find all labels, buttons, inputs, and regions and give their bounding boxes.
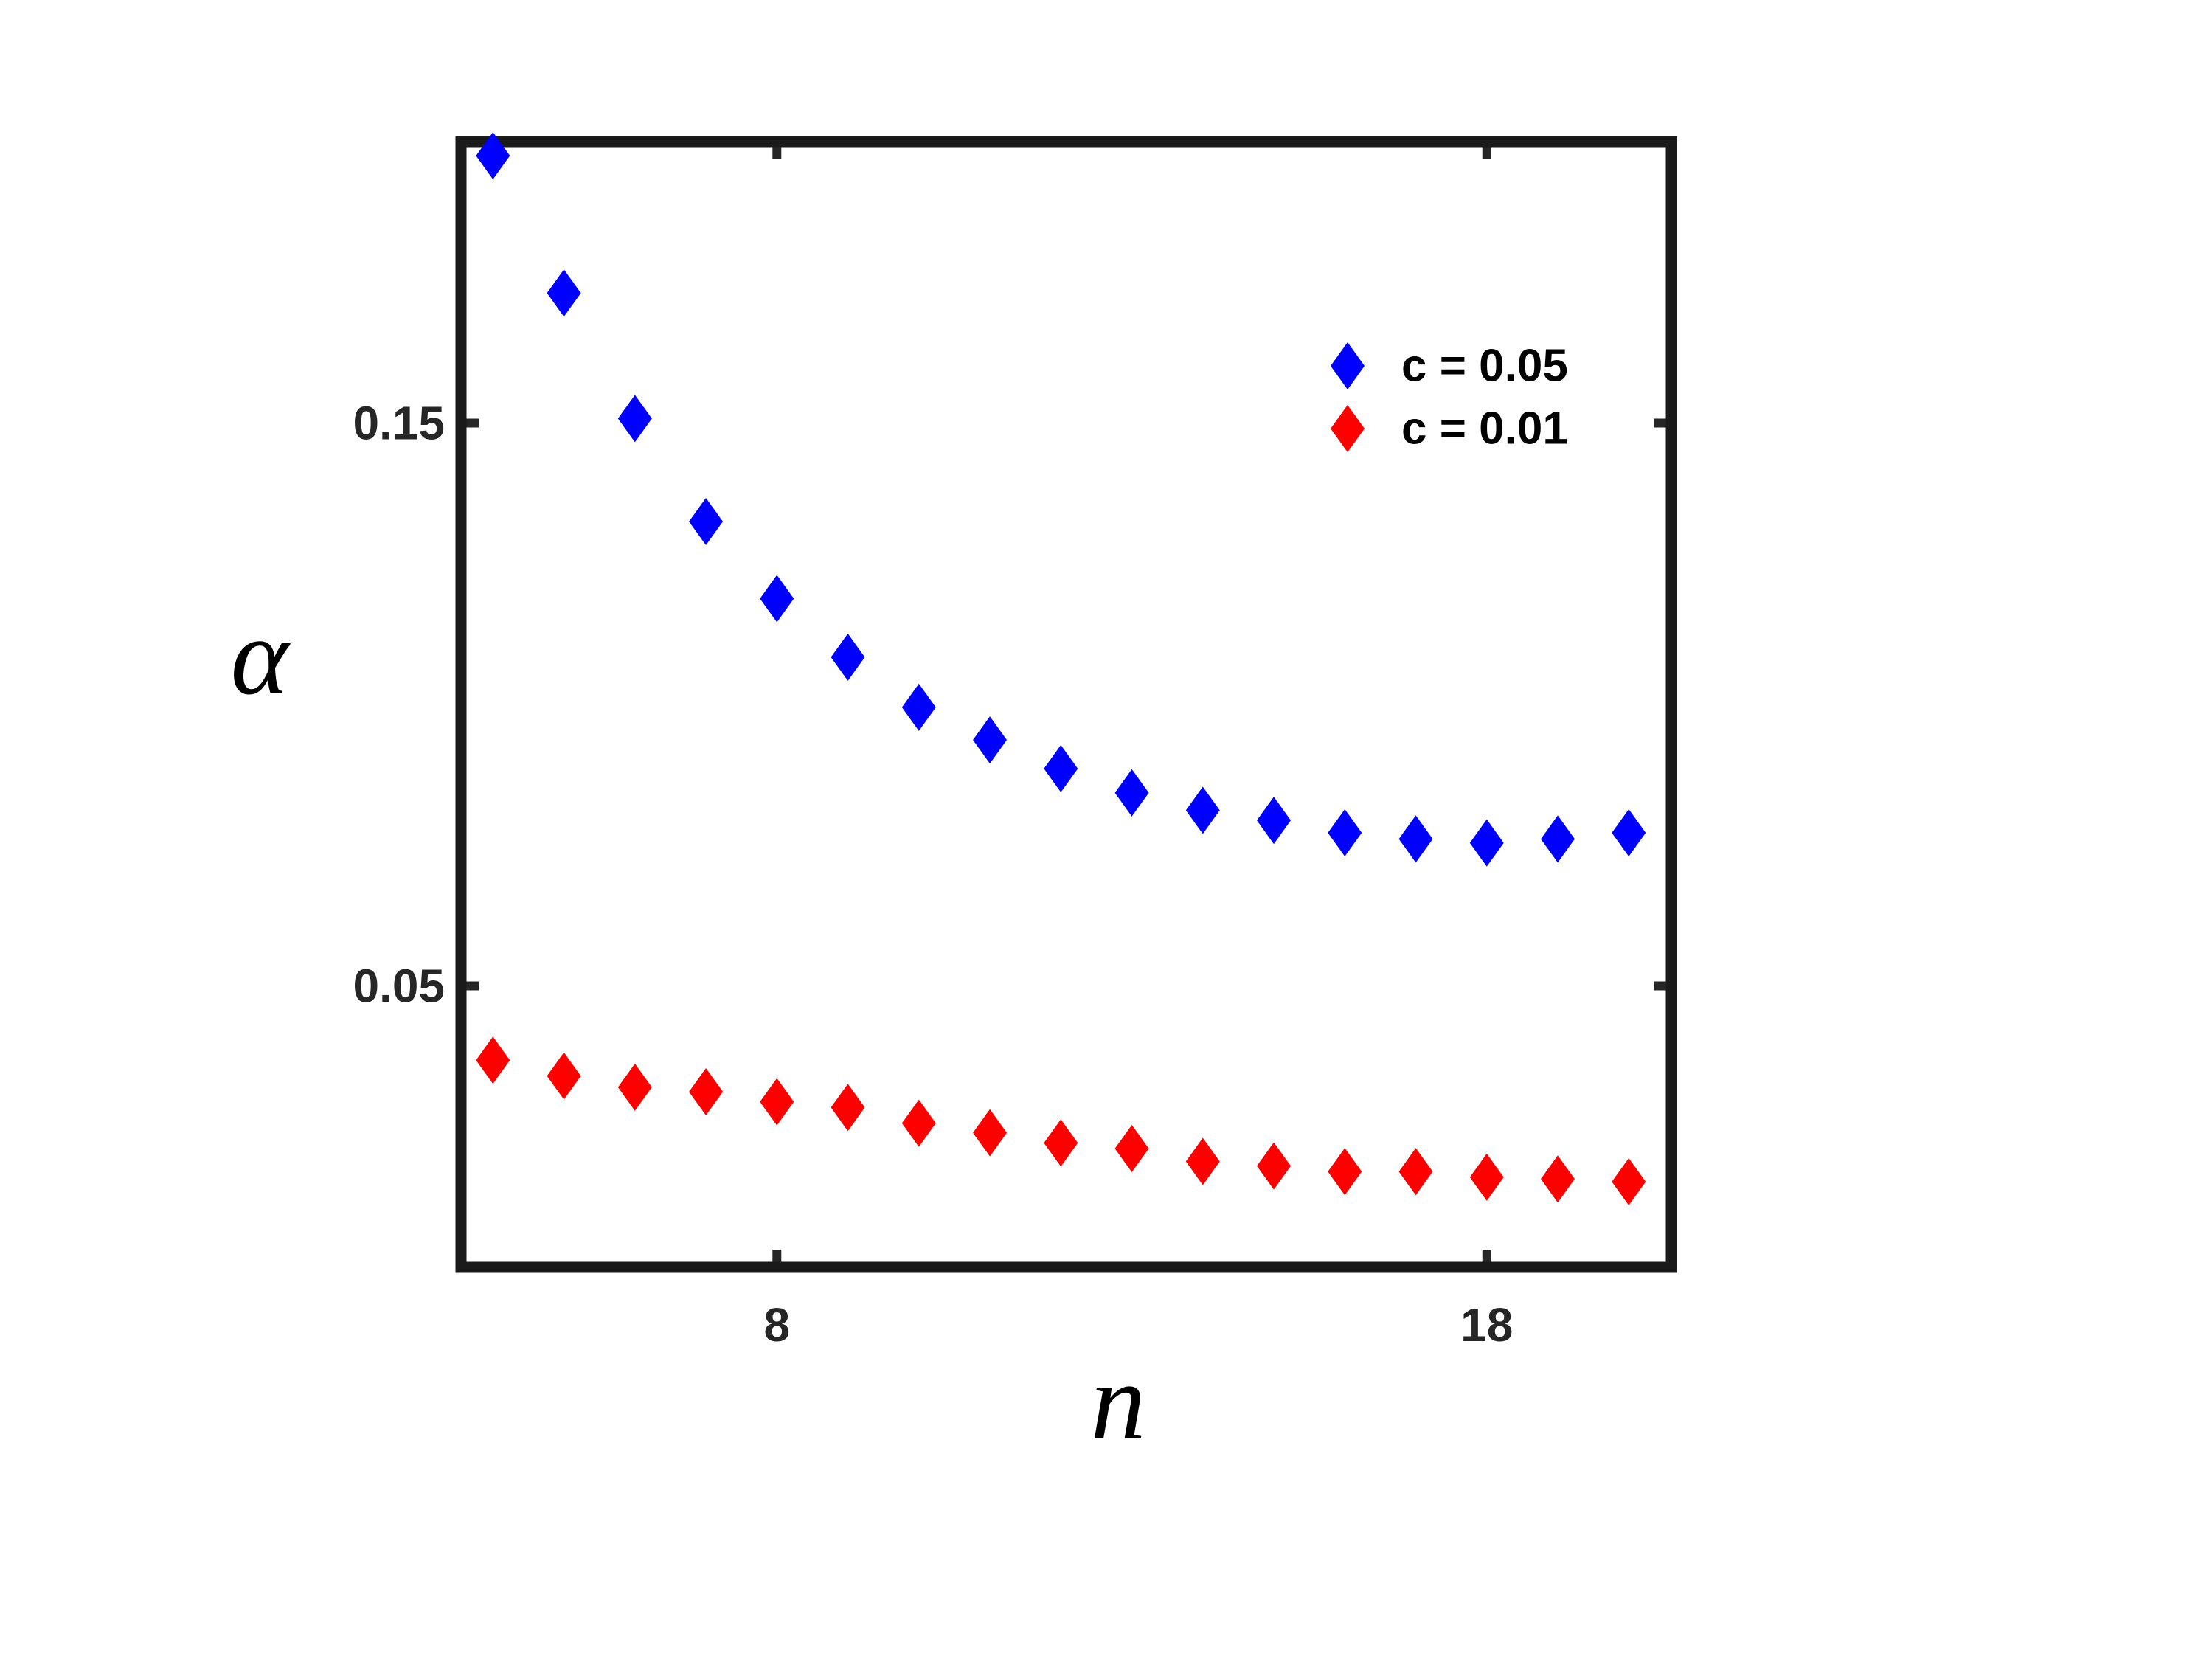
data-point — [476, 132, 510, 180]
data-point — [1398, 1148, 1433, 1196]
data-point — [617, 1063, 652, 1111]
data-point — [901, 1099, 936, 1147]
x-tick-label: 18 — [1460, 1298, 1513, 1351]
data-point — [689, 498, 724, 546]
data-point — [1541, 1155, 1575, 1203]
data-point — [1328, 808, 1362, 856]
data-point — [1398, 815, 1433, 863]
data-point — [1328, 1148, 1362, 1196]
data-point — [689, 1067, 724, 1115]
y-tick-label: 0.15 — [353, 397, 445, 450]
data-point — [1612, 1158, 1646, 1206]
data-point — [973, 1109, 1008, 1157]
data-point — [1541, 815, 1575, 863]
data-point — [760, 575, 794, 623]
plot-frame — [455, 136, 1677, 1273]
data-point — [617, 395, 652, 443]
y-tick-label: 0.05 — [353, 960, 445, 1013]
data-point — [1469, 819, 1504, 867]
data-point — [547, 269, 581, 317]
data-point — [1257, 1142, 1292, 1190]
data-point — [476, 1036, 510, 1084]
legend-marker — [1331, 342, 1365, 389]
data-point — [1114, 769, 1149, 817]
data-point — [901, 683, 936, 731]
data-point — [760, 1078, 794, 1126]
data-point — [1612, 808, 1646, 856]
y-axis-label: α — [231, 595, 291, 718]
data-point — [831, 1084, 865, 1132]
data-point — [973, 716, 1008, 764]
data-point — [1044, 1119, 1078, 1167]
legend-marker — [1331, 405, 1365, 452]
data-point — [831, 633, 865, 681]
data-point — [1114, 1125, 1149, 1173]
legend-label: c = 0.01 — [1401, 403, 1568, 454]
x-axis-label: n — [1091, 1340, 1146, 1463]
x-tick-label: 8 — [763, 1298, 790, 1351]
data-point — [1469, 1153, 1504, 1201]
data-point — [1257, 797, 1292, 845]
data-point — [1185, 1137, 1220, 1185]
legend-label: c = 0.05 — [1401, 340, 1568, 391]
data-point — [1044, 744, 1078, 792]
data-point — [547, 1052, 581, 1100]
data-point — [1185, 786, 1220, 834]
